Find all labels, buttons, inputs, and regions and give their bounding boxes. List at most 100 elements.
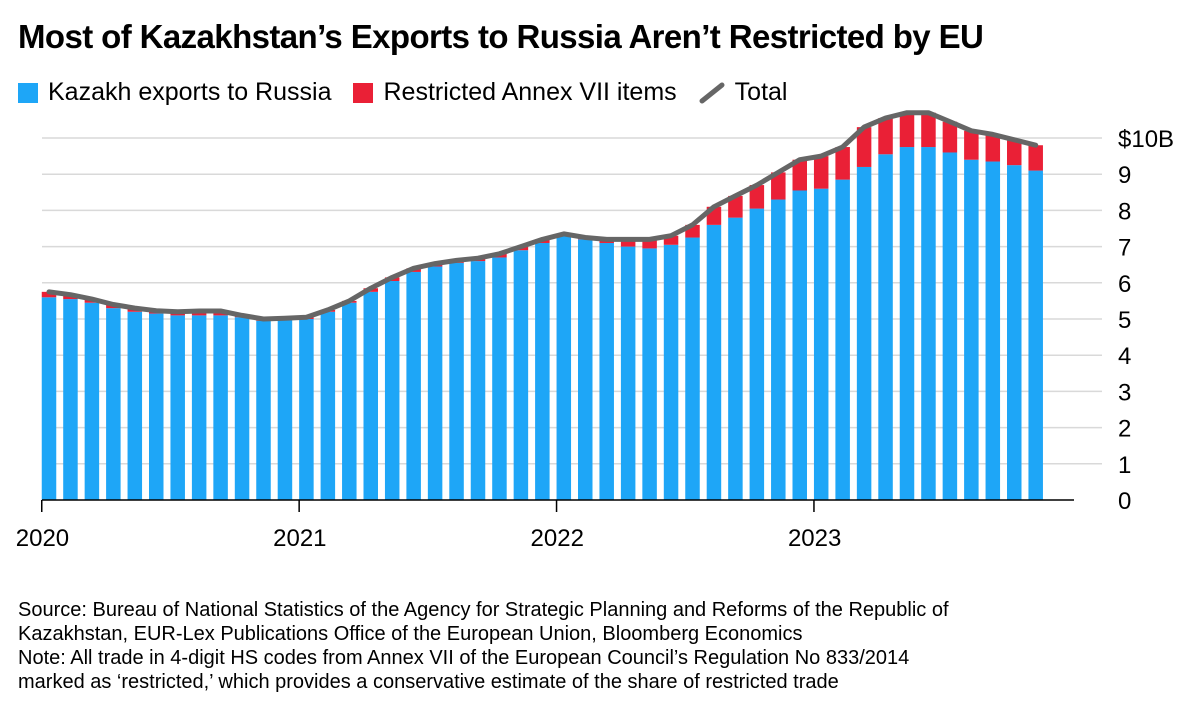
bar-restricted <box>921 112 936 148</box>
bar-restricted <box>942 121 958 153</box>
bar-exports <box>728 217 743 500</box>
bar-exports <box>513 250 529 500</box>
bar-exports <box>406 271 421 500</box>
x-tick-label: 2020 <box>16 525 69 552</box>
bar-restricted <box>642 239 657 249</box>
bar-exports <box>470 261 486 500</box>
legend-item-exports: Kazakh exports to Russia <box>18 78 331 107</box>
bar-restricted <box>41 291 57 298</box>
bar-exports <box>170 315 185 500</box>
legend-item-total: Total <box>699 78 788 107</box>
bar-exports <box>749 208 765 500</box>
bar-exports <box>578 239 593 501</box>
bar-exports <box>492 257 507 500</box>
bar-restricted <box>749 185 765 209</box>
bar-exports <box>191 315 207 500</box>
bar-exports <box>620 246 636 500</box>
bar-exports <box>449 262 464 500</box>
y-tick-label: 1 <box>1118 452 1131 479</box>
bar-restricted <box>964 130 979 160</box>
bar-exports <box>84 302 100 500</box>
y-tick-label: 7 <box>1118 235 1131 262</box>
legend-item-restricted: Restricted Annex VII items <box>353 78 677 107</box>
bar-restricted <box>1028 145 1043 171</box>
bar-exports <box>985 161 1001 500</box>
total-line <box>46 110 1039 322</box>
bar-exports <box>685 237 700 501</box>
bar-exports <box>599 242 614 501</box>
y-tick-label: 2 <box>1118 416 1131 443</box>
note-line-2: marked as ‘restricted,’ which provides a… <box>18 671 839 693</box>
bar-restricted <box>792 159 807 191</box>
bar-exports <box>127 311 143 500</box>
bar-exports <box>256 320 271 500</box>
x-tick-label: 2021 <box>273 525 326 552</box>
y-tick-label: 4 <box>1118 343 1131 370</box>
footnotes: Source: Bureau of National Statistics of… <box>18 598 1188 694</box>
bar-exports <box>942 152 958 501</box>
bar-restricted <box>878 118 893 155</box>
bar-exports <box>1028 170 1043 500</box>
y-tick-label: 0 <box>1118 488 1131 515</box>
bar-restricted <box>663 235 679 245</box>
legend-label-restricted: Restricted Annex VII items <box>383 78 677 106</box>
bar-exports <box>63 299 78 500</box>
bar-restricted <box>899 112 915 148</box>
bar-exports <box>856 166 872 500</box>
bar-exports <box>384 280 400 500</box>
legend-label-total: Total <box>734 78 788 106</box>
chart-plot: 0 1 2 3 4 5 6 7 8 9 $10B 2020 2021 2022 2023 <box>16 110 1174 552</box>
chart-title: Most of Kazakhstan’s Exports to Russia A… <box>18 18 984 55</box>
bar-exports <box>342 302 357 500</box>
x-tick-label: 2023 <box>788 525 841 552</box>
bar-exports <box>663 244 679 500</box>
legend-label-exports: Kazakh exports to Russia <box>48 78 332 106</box>
bar-exports <box>642 248 657 500</box>
bar-exports <box>899 147 915 501</box>
bar-exports <box>427 266 443 500</box>
legend-line-swatch-total <box>699 82 725 103</box>
bar-exports <box>556 235 572 501</box>
bar-exports <box>835 179 850 500</box>
y-tick-label: 6 <box>1118 271 1131 298</box>
bar-exports <box>771 199 786 501</box>
bar-exports <box>234 317 250 500</box>
bar-restricted <box>1007 139 1022 166</box>
bar-restricted <box>985 134 1001 162</box>
note-line-1: Note: All trade in 4-digit HS codes from… <box>18 647 910 669</box>
bar-exports <box>363 291 378 500</box>
y-tick-label: 9 <box>1118 162 1131 189</box>
legend-swatch-restricted <box>353 82 374 103</box>
bar-exports <box>1007 165 1022 500</box>
bar-layer <box>41 112 1043 501</box>
bar-exports <box>299 319 314 500</box>
bar-restricted <box>813 156 829 189</box>
line-layer <box>46 110 1039 322</box>
bar-exports <box>706 224 722 500</box>
bar-restricted <box>856 127 872 167</box>
bar-exports <box>149 313 164 500</box>
bar-exports <box>41 297 57 500</box>
bar-exports <box>277 320 293 500</box>
bar-restricted <box>728 195 743 218</box>
bar-exports <box>964 159 979 500</box>
y-tick-label: 8 <box>1118 198 1131 225</box>
bar-restricted <box>620 239 636 247</box>
bar-exports <box>792 190 807 501</box>
bar-exports <box>213 315 228 500</box>
bar-restricted <box>835 147 850 180</box>
bar-exports <box>813 188 829 500</box>
bar-restricted <box>771 172 786 200</box>
bar-exports <box>878 154 893 501</box>
y-tick-label: 3 <box>1118 379 1131 406</box>
y-tick-label: $10B <box>1118 126 1174 153</box>
legend-swatch-exports <box>18 82 38 103</box>
bar-exports <box>106 308 121 500</box>
bar-exports <box>535 242 550 501</box>
y-tick-label: 5 <box>1118 307 1131 334</box>
source-line-2: Kazakhstan, EUR-Lex Publications Office … <box>18 623 803 645</box>
bar-exports <box>320 311 336 500</box>
legend: Kazakh exports to Russia Restricted Anne… <box>18 78 809 107</box>
x-tick-label: 2022 <box>531 525 584 552</box>
source-line-1: Source: Bureau of National Statistics of… <box>18 599 949 621</box>
